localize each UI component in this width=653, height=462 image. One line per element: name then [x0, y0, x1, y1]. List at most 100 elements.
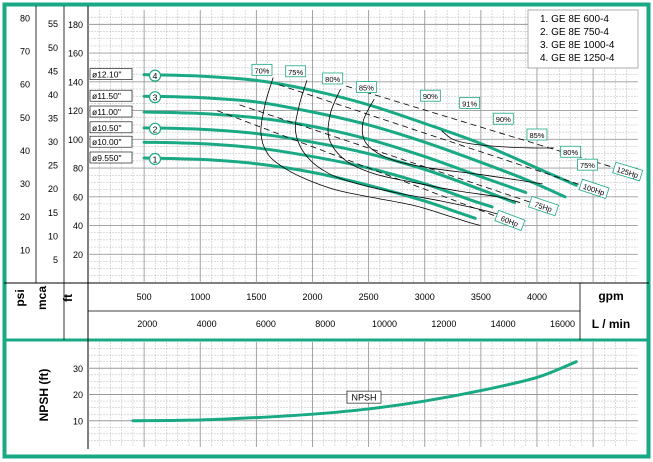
npsh-label-box [346, 390, 382, 404]
mca-tick-label: 50 [48, 43, 58, 53]
gpm-tick-label: 3000 [415, 292, 435, 302]
impeller-label: ø12.10" [92, 70, 121, 80]
mca-tick-label: 45 [48, 66, 58, 76]
psi-axis-title: psi [13, 289, 27, 306]
efficiency-label-box [285, 65, 307, 78]
lmin-tick-label: 6000 [256, 319, 276, 329]
psi-tick-label: 40 [20, 146, 30, 156]
power-label-group: 125Hp [612, 161, 644, 182]
efficiency-label: 75% [288, 68, 303, 77]
curve-number-marker [148, 152, 162, 166]
mca-axis-title: mca [35, 286, 49, 310]
legend-item-4: 4. GE 8E 1250-4 [540, 53, 615, 64]
legend-item-1: 1. GE 8E 600-4 [540, 14, 609, 25]
gpm-axis-title: gpm [598, 289, 623, 303]
power-label-box [578, 178, 610, 199]
psi-tick-label: 10 [20, 245, 30, 255]
ft-tick-label: 100 [68, 135, 83, 145]
power-label: 125Hp [616, 165, 640, 180]
power-label-group: 75Hp [527, 195, 560, 217]
efficiency-curve [294, 80, 498, 215]
ft-tick-label: 20 [73, 250, 83, 260]
impeller-label-box [89, 89, 133, 102]
psi-tick-label: 60 [20, 80, 30, 90]
head-curve [142, 94, 567, 199]
psi-tick-label: 20 [20, 212, 30, 222]
head-curve [142, 110, 528, 194]
efficiency-label: 90% [423, 92, 438, 101]
impeller-label: ø11.00" [92, 107, 121, 117]
gpm-tick-label: 2500 [359, 292, 379, 302]
power-line [216, 110, 498, 218]
mca-tick-label: 40 [48, 90, 58, 100]
ft-tick-label: 180 [68, 20, 83, 30]
npsh-tick-label: 20 [73, 390, 83, 400]
ft-axis-title: ft [61, 294, 75, 302]
gpm-tick-label: 1500 [246, 292, 266, 302]
efficiency-label-box [251, 63, 273, 76]
curve-number-marker [148, 91, 162, 104]
power-label-group: 60Hp [494, 209, 526, 232]
mca-tick-label: 30 [48, 137, 58, 147]
lmin-axis-title: L / min [592, 317, 630, 331]
mca-tick-label: 15 [48, 208, 58, 218]
head-curve [142, 73, 578, 187]
legend-item-3: 3. GE 8E 1000-4 [540, 40, 615, 51]
impeller-label-box [89, 105, 133, 118]
ft-tick-label: 60 [73, 192, 83, 202]
curve-number: 2 [153, 124, 158, 134]
efficiency-label-box [577, 158, 598, 171]
psi-tick-label: 30 [20, 179, 30, 189]
efficiency-curve [361, 98, 543, 185]
psi-tick-label: 70 [20, 46, 30, 56]
efficiency-label-box [419, 89, 441, 102]
mca-tick-label: 25 [48, 161, 58, 171]
legend: 1. GE 8E 600-4 2. GE 8E 750-4 3. GE 8E 1… [527, 9, 639, 69]
lmin-tick-label: 12000 [431, 319, 456, 329]
mca-tick-label: 35 [48, 114, 58, 124]
lmin-tick-label: 14000 [491, 319, 516, 329]
efficiency-label-box [560, 145, 582, 158]
efficiency-label: 75% [580, 161, 595, 170]
legend-box [527, 9, 639, 69]
gpm-tick-label: 4000 [527, 292, 547, 302]
mca-tick-label: 20 [48, 184, 58, 194]
psi-tick-label: 80 [20, 13, 30, 23]
lmin-tick-label: 2000 [137, 319, 157, 329]
efficiency-label: 70% [254, 66, 269, 75]
impeller-label: ø10.00" [92, 137, 121, 147]
efficiency-label-box [355, 81, 377, 93]
efficiency-label: 80% [325, 75, 340, 84]
efficiency-curve [260, 77, 481, 226]
impeller-label-box [89, 135, 133, 148]
impeller-label-box [89, 121, 133, 134]
power-line [239, 104, 532, 203]
curve-number-marker [148, 122, 162, 135]
ft-tick-label: 40 [73, 221, 83, 231]
gpm-tick-label: 500 [137, 292, 152, 302]
impeller-label-box [89, 68, 133, 80]
axes: 2040608010012014016018051015202530354045… [20, 13, 575, 426]
psi-tick-label: 50 [20, 113, 30, 123]
gpm-tick-label: 1000 [190, 292, 210, 302]
curve-number-marker [148, 69, 162, 82]
mca-tick-label: 5 [53, 255, 58, 265]
curves [131, 73, 616, 423]
npsh-tick-label: 30 [73, 364, 83, 374]
mca-tick-label: 10 [48, 231, 58, 241]
head-curve [142, 140, 494, 209]
efficiency-label: 85% [529, 131, 544, 140]
efficiency-label: 90% [496, 115, 511, 124]
ft-tick-label: 120 [68, 106, 83, 116]
efficiency-curve [441, 130, 554, 149]
power-label-box [494, 209, 526, 232]
efficiency-label: 91% [462, 99, 477, 108]
efficiency-label: 85% [359, 84, 374, 93]
gpm-tick-label: 3500 [471, 292, 491, 302]
power-line [278, 84, 583, 186]
ft-tick-label: 140 [68, 77, 83, 87]
impeller-label: ø10.50" [92, 123, 121, 133]
npsh-series-label: NPSH [351, 393, 376, 403]
